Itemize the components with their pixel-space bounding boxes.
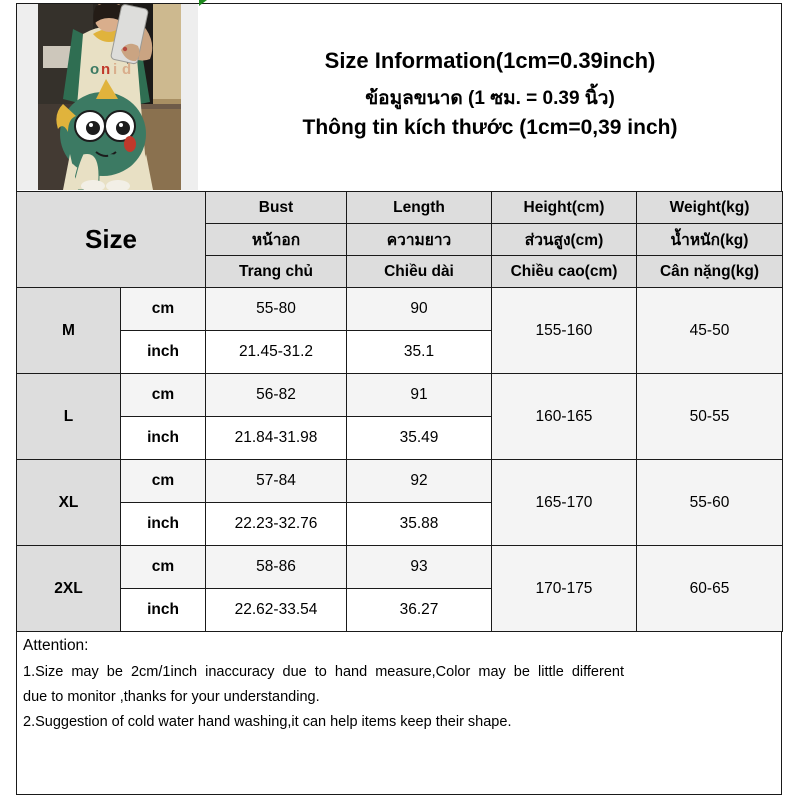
svg-text:o: o [90, 61, 99, 78]
svg-text:n: n [101, 61, 110, 78]
svg-text:i: i [113, 61, 117, 78]
svg-text:d: d [122, 61, 131, 78]
